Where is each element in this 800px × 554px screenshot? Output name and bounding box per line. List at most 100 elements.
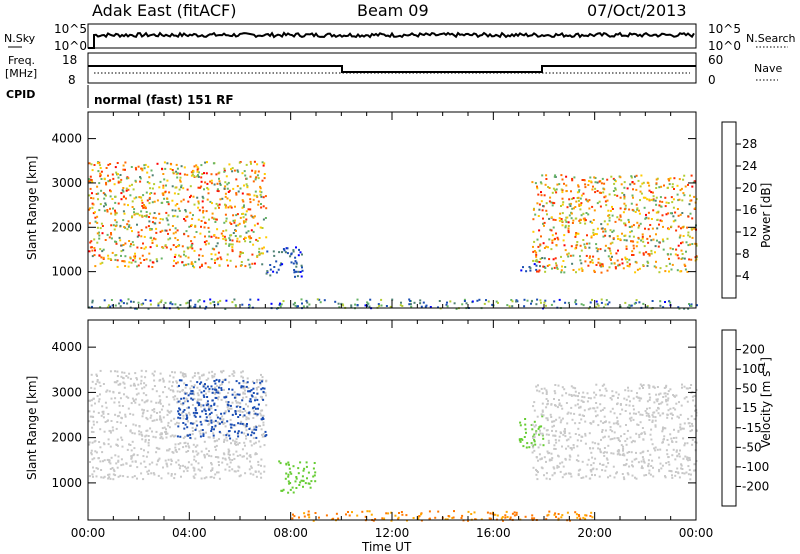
heatmap-cell	[134, 372, 137, 375]
heatmap-cell	[136, 454, 139, 457]
heatmap-cell	[205, 240, 208, 243]
heatmap-cell	[659, 462, 662, 465]
heatmap-cell	[519, 421, 522, 424]
heatmap-cell	[228, 237, 231, 240]
heatmap-cell	[89, 175, 92, 178]
heatmap-cell	[233, 457, 236, 460]
heatmap-cell	[239, 253, 242, 256]
heatmap-cell	[578, 190, 580, 193]
heatmap-cell	[287, 491, 290, 494]
heatmap-cell	[184, 255, 187, 258]
heatmap-cell	[89, 241, 92, 244]
heatmap-cell	[537, 384, 539, 387]
heatmap-cell	[154, 222, 157, 225]
heatmap-cell	[191, 398, 194, 401]
heatmap-cell	[683, 422, 686, 425]
heatmap-cell	[658, 186, 661, 189]
heatmap-cell	[252, 180, 255, 183]
heatmap-cell	[689, 478, 692, 481]
heatmap-cell	[603, 306, 605, 309]
heatmap-cell	[137, 165, 140, 168]
heatmap-cell	[676, 467, 679, 470]
heatmap-cell	[637, 179, 640, 182]
heatmap-cell	[587, 200, 590, 203]
heatmap-cell	[111, 198, 114, 200]
heatmap-cell	[120, 178, 123, 181]
heatmap-cell	[107, 254, 110, 257]
heatmap-cell	[96, 421, 99, 424]
heatmap-cell	[231, 243, 234, 246]
heatmap-cell	[307, 510, 310, 513]
heatmap-cell	[131, 432, 134, 435]
heatmap-cell	[575, 303, 578, 306]
heatmap-cell	[172, 451, 175, 454]
heatmap-cell	[413, 301, 416, 304]
heatmap-cell	[670, 196, 673, 199]
heatmap-cell	[249, 266, 252, 269]
heatmap-cell	[630, 389, 633, 392]
heatmap-cell	[227, 408, 230, 411]
heatmap-cell	[649, 396, 652, 399]
heatmap-cell	[102, 383, 105, 385]
heatmap-cell	[302, 479, 305, 482]
heatmap-cell	[632, 465, 634, 468]
heatmap-cell	[672, 198, 675, 201]
heatmap-cell	[632, 224, 635, 227]
heatmap-cell	[122, 381, 125, 384]
heatmap-cell	[575, 459, 578, 462]
heatmap-cell	[221, 234, 224, 237]
heatmap-cell	[603, 182, 606, 185]
heatmap-cell	[610, 452, 613, 455]
heatmap-cell	[169, 248, 172, 251]
heatmap-cell	[144, 376, 147, 379]
heatmap-cell	[160, 408, 163, 411]
heatmap-cell	[424, 305, 427, 308]
power-ylabel: Slant Range [km]	[25, 156, 39, 260]
heatmap-cell	[642, 302, 645, 305]
heatmap-cell	[656, 448, 659, 451]
heatmap-cell	[240, 385, 243, 388]
heatmap-cell	[153, 473, 156, 476]
heatmap-cell	[249, 456, 252, 459]
heatmap-cell	[216, 189, 219, 192]
heatmap-cell	[312, 475, 315, 478]
heatmap-cell	[666, 186, 669, 189]
heatmap-cell	[92, 203, 95, 206]
heatmap-cell	[604, 387, 607, 390]
heatmap-cell	[100, 178, 103, 180]
heatmap-cell	[558, 217, 561, 220]
heatmap-cell	[177, 410, 180, 413]
heatmap-cell	[367, 302, 370, 305]
heatmap-cell	[533, 250, 536, 252]
heatmap-cell	[233, 424, 236, 427]
heatmap-cell	[264, 195, 267, 198]
heatmap-cell	[560, 404, 563, 407]
heatmap-cell	[241, 303, 244, 306]
heatmap-cell	[228, 388, 230, 391]
heatmap-cell	[560, 419, 563, 422]
heatmap-cell	[684, 442, 686, 445]
heatmap-cell	[167, 424, 170, 427]
heatmap-cell	[561, 386, 564, 389]
heatmap-cell	[551, 474, 554, 477]
heatmap-cell	[119, 382, 122, 385]
heatmap-cell	[543, 224, 545, 227]
heatmap-cell	[185, 384, 188, 386]
heatmap-cell	[281, 489, 284, 492]
heatmap-cell	[651, 419, 654, 422]
heatmap-cell	[305, 461, 308, 464]
colorbar-tick-label: -100	[742, 460, 769, 474]
heatmap-cell	[181, 374, 184, 377]
heatmap-cell	[290, 252, 293, 255]
heatmap-cell	[231, 388, 234, 391]
heatmap-cell	[635, 412, 637, 415]
heatmap-cell	[191, 426, 194, 429]
heatmap-cell	[263, 246, 265, 249]
heatmap-cell	[600, 394, 603, 397]
heatmap-cell	[260, 252, 263, 255]
heatmap-cell	[90, 240, 93, 243]
heatmap-cell	[200, 176, 203, 179]
heatmap-cell	[307, 471, 310, 474]
heatmap-cell	[580, 477, 583, 479]
heatmap-cell	[648, 419, 651, 421]
